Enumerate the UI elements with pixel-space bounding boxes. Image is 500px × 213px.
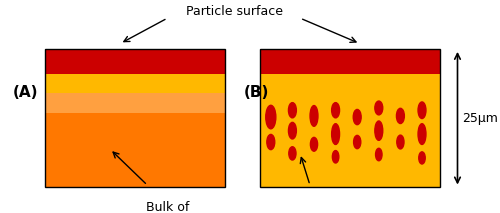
- Text: Bulk of: Bulk of: [146, 201, 189, 213]
- Ellipse shape: [354, 135, 361, 149]
- Ellipse shape: [375, 101, 383, 115]
- Bar: [45, 113, 225, 187]
- Ellipse shape: [332, 124, 340, 144]
- Ellipse shape: [288, 103, 296, 118]
- Bar: [260, 49, 440, 187]
- Ellipse shape: [419, 152, 425, 164]
- Ellipse shape: [418, 124, 426, 144]
- Ellipse shape: [310, 105, 318, 126]
- Ellipse shape: [267, 134, 275, 150]
- Ellipse shape: [310, 137, 318, 151]
- Bar: [45, 93, 225, 113]
- Bar: [260, 49, 440, 187]
- Bar: [45, 49, 225, 187]
- Text: (A): (A): [12, 85, 38, 100]
- Text: (B): (B): [244, 85, 270, 100]
- Ellipse shape: [332, 103, 340, 118]
- Ellipse shape: [289, 147, 296, 160]
- Ellipse shape: [418, 102, 426, 119]
- Ellipse shape: [375, 121, 383, 140]
- Ellipse shape: [353, 109, 361, 125]
- Ellipse shape: [376, 148, 382, 161]
- Ellipse shape: [396, 108, 404, 124]
- Ellipse shape: [332, 151, 339, 163]
- Text: Particle surface: Particle surface: [186, 5, 284, 18]
- Ellipse shape: [288, 122, 296, 139]
- Text: 25μm: 25μm: [462, 112, 498, 125]
- Bar: [45, 49, 225, 74]
- Bar: [260, 49, 440, 74]
- Ellipse shape: [266, 105, 276, 129]
- Bar: [45, 74, 225, 93]
- Ellipse shape: [397, 135, 404, 149]
